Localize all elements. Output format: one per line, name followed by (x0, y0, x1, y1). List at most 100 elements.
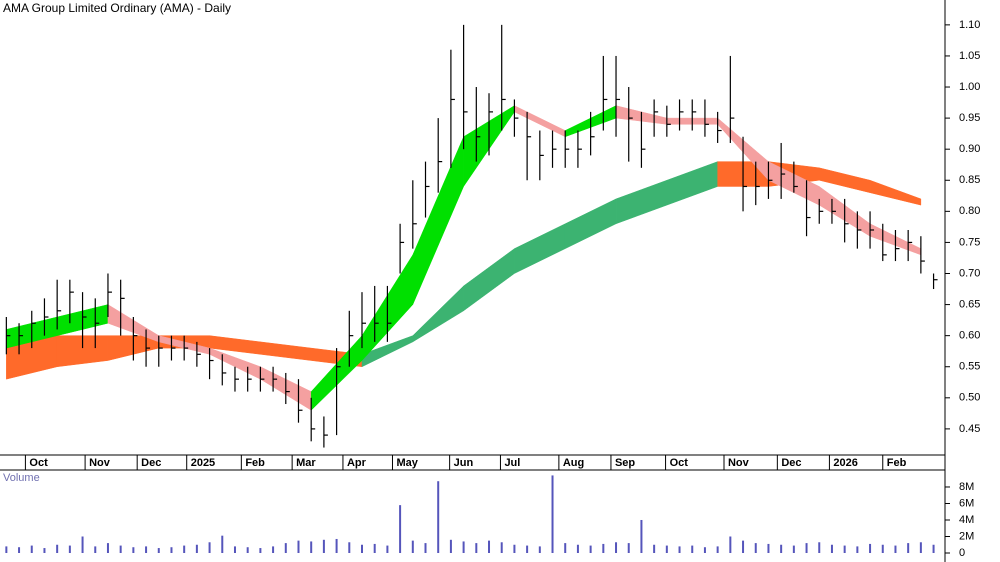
y-tick-label: 0.75 (959, 236, 980, 248)
volume-bar (5, 546, 8, 553)
y-tick-label: 0.95 (959, 112, 980, 124)
chart-title: AMA Group Limited Ordinary (AMA) - Daily (3, 1, 231, 15)
volume-bar (43, 548, 46, 553)
volume-bar (551, 475, 554, 553)
y-tick-label: 0.85 (959, 174, 980, 186)
volume-bar (68, 545, 71, 553)
volume-bar (462, 541, 465, 553)
volume-bar (615, 542, 618, 553)
y-tick-label: 0.60 (959, 330, 980, 342)
volume-bar (132, 547, 135, 553)
y-tick-label: 0 (959, 547, 965, 559)
y-tick-label: 0.45 (959, 423, 980, 435)
volume-bar (310, 541, 313, 553)
x-tick-label: Aug (563, 457, 584, 469)
x-tick-label: Jun (454, 457, 474, 469)
volume-bar (894, 545, 897, 553)
volume-bar (932, 544, 935, 553)
volume-bar (81, 536, 84, 553)
volume-bar (513, 544, 516, 553)
volume-bar (233, 546, 236, 553)
volume-bar (221, 535, 224, 553)
volume-bar (297, 540, 300, 553)
volume-bar (500, 542, 503, 553)
volume-bar (475, 543, 478, 553)
volume-bar (259, 548, 262, 553)
volume-bar (653, 544, 656, 553)
volume-bar (424, 543, 427, 553)
y-tick-label: 0.55 (959, 361, 980, 373)
volume-bar (881, 544, 884, 553)
y-tick-label: 1.00 (959, 81, 980, 93)
volume-bar (716, 546, 719, 553)
y-tick-label: 0.50 (959, 392, 980, 404)
volume-bar (576, 544, 579, 553)
x-tick-label: Dec (141, 457, 161, 469)
volume-bar (691, 545, 694, 553)
volume-bar (665, 545, 668, 553)
volume-bar (272, 546, 275, 553)
x-tick-label: 2025 (191, 457, 215, 469)
volume-bar (437, 481, 440, 553)
volume-bar (335, 538, 338, 553)
volume-bar (157, 548, 160, 553)
volume-bar (678, 546, 681, 553)
volume-bar (640, 519, 643, 553)
volume-bar (449, 539, 452, 553)
volume-bar (818, 542, 821, 553)
y-tick-label: 8M (959, 481, 974, 493)
volume-bar (411, 540, 414, 553)
volume-bar (145, 546, 148, 553)
volume-title: Volume (3, 472, 40, 484)
volume-bar (94, 546, 97, 553)
y-tick-label: 4M (959, 514, 974, 526)
x-tick-label: Nov (728, 457, 750, 469)
volume-bar (360, 544, 363, 553)
volume-bar (348, 542, 351, 553)
volume-bar (602, 543, 605, 553)
volume-bar (805, 543, 808, 553)
x-tick-label: Dec (781, 457, 801, 469)
volume-bar (780, 544, 783, 553)
volume-bar (538, 546, 541, 553)
x-tick-label: Oct (29, 457, 48, 469)
x-tick-label: Mar (296, 457, 316, 469)
volume-bar (703, 547, 706, 553)
x-tick-label: 2026 (833, 457, 857, 469)
volume-bar (386, 545, 389, 553)
volume-bar (373, 543, 376, 553)
volume-bar (488, 540, 491, 553)
volume-bar (208, 542, 211, 553)
y-tick-label: 0.80 (959, 205, 980, 217)
volume-bar (792, 545, 795, 553)
volume-bar (564, 543, 567, 553)
volume-bar (627, 543, 630, 553)
volume-bar (30, 545, 33, 553)
volume-bar (170, 547, 173, 553)
y-tick-label: 1.05 (959, 50, 980, 62)
x-tick-label: Apr (347, 457, 367, 469)
x-tick-label: May (396, 457, 418, 469)
volume-bar (907, 543, 910, 553)
volume-bar (246, 547, 249, 553)
x-tick-label: Jul (504, 457, 520, 469)
x-tick-label: Feb (245, 457, 265, 469)
volume-bar (119, 545, 122, 553)
y-tick-label: 0.90 (959, 143, 980, 155)
volume-bar (526, 545, 529, 553)
volume-bar (843, 545, 846, 553)
x-tick-label: Feb (887, 457, 907, 469)
volume-bar (767, 543, 770, 553)
x-tick-label: Oct (670, 457, 689, 469)
volume-bar (589, 545, 592, 553)
volume-bar (18, 547, 21, 553)
volume-bar (754, 543, 757, 553)
volume-bar (856, 546, 859, 553)
volume-bar (399, 505, 402, 553)
volume-bar (195, 544, 198, 553)
volume-bar (322, 539, 325, 553)
x-tick-label: Sep (615, 457, 635, 469)
y-tick-label: 1.10 (959, 19, 980, 31)
y-tick-label: 6M (959, 497, 974, 509)
